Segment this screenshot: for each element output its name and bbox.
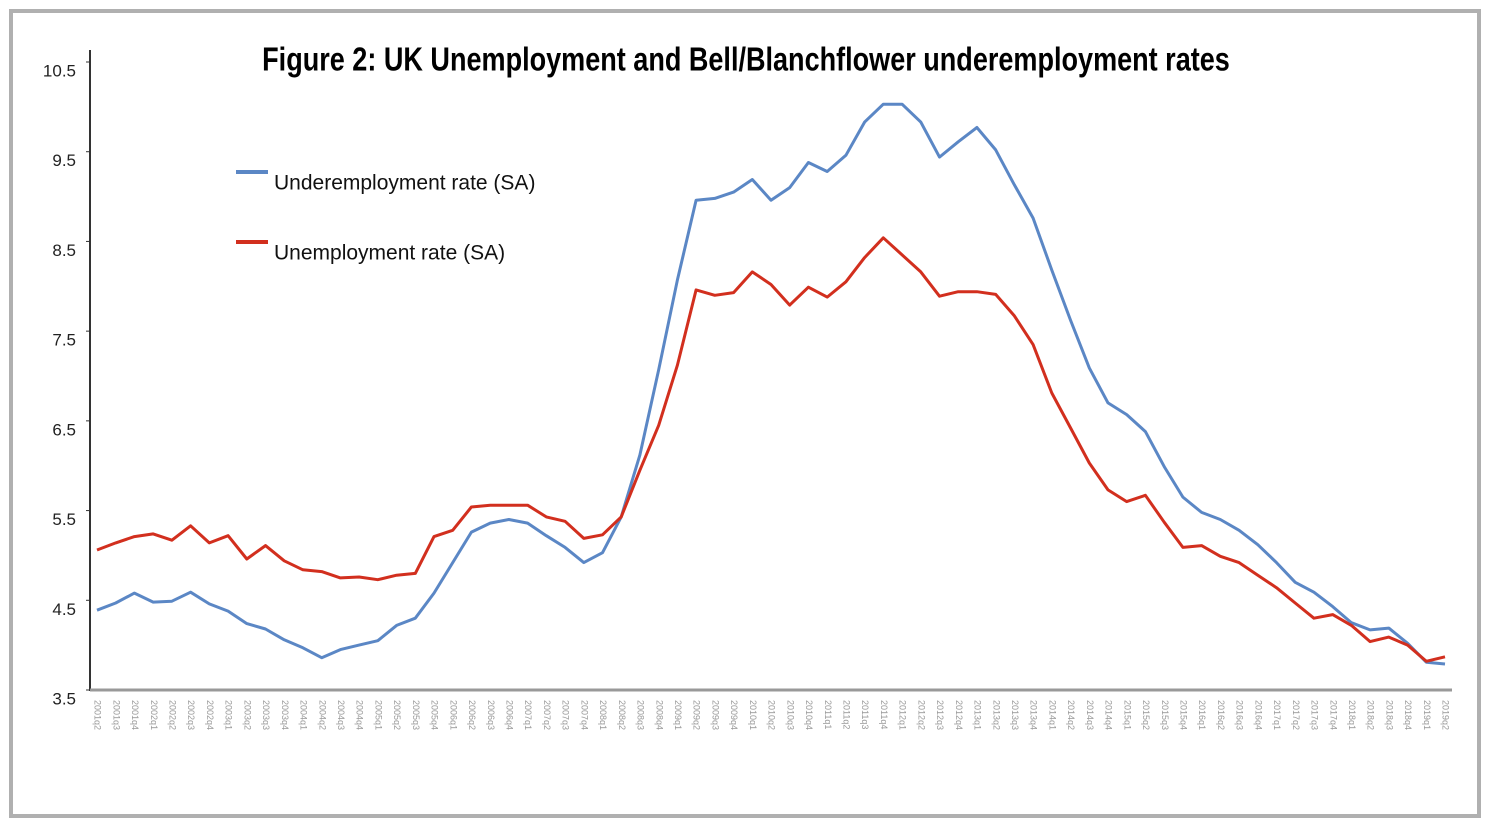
x-tick-label: 2006q3 (486, 700, 496, 730)
x-tick-label: 2004q2 (317, 700, 327, 730)
x-tick-label: 2005q3 (411, 700, 421, 730)
x-tick-label: 2004q3 (336, 700, 346, 730)
x-tick-label: 2004q1 (299, 700, 309, 730)
y-tick-label: 6.5 (52, 420, 76, 439)
x-tick-label: 2001q2 (93, 700, 103, 730)
x-tick-label: 2012q2 (916, 700, 926, 730)
x-tick-label: 2014q3 (1085, 700, 1095, 730)
x-tick-label: 2009q4 (729, 700, 739, 730)
y-tick-label: 10.5 (43, 61, 76, 80)
chart-title: Figure 2: UK Unemployment and Bell/Blanc… (262, 42, 1230, 78)
x-tick-label: 2008q1 (598, 700, 608, 730)
x-tick-label: 2013q4 (1029, 700, 1039, 730)
x-tick-label: 2016q3 (1235, 700, 1245, 730)
x-tick-label: 2005q2 (392, 700, 402, 730)
x-tick-label: 2018q1 (1347, 700, 1357, 730)
x-tick-label: 2007q3 (561, 700, 571, 730)
x-tick-label: 2018q2 (1366, 700, 1376, 730)
x-tick-label: 2006q1 (448, 700, 458, 730)
x-tick-label: 2013q3 (1010, 700, 1020, 730)
x-tick-label: 2016q2 (1216, 700, 1226, 730)
x-tick-label: 2010q3 (785, 700, 795, 730)
x-tick-label: 2010q4 (804, 700, 814, 730)
x-tick-label: 2005q4 (430, 700, 440, 730)
x-tick-label: 2017q3 (1310, 700, 1320, 730)
x-tick-label: 2018q4 (1403, 700, 1413, 730)
x-tick-label: 2019q2 (1441, 700, 1451, 730)
legend-label: Underemployment rate (SA) (274, 172, 535, 195)
series-line (96, 236, 1446, 663)
x-tick-label: 2017q4 (1328, 700, 1338, 730)
x-tick-label: 2007q1 (523, 700, 533, 730)
x-tick-label: 2016q4 (1253, 700, 1263, 730)
frame (9, 9, 1481, 818)
x-tick-label: 2012q3 (935, 700, 945, 730)
x-tick-label: 2001q4 (130, 700, 140, 730)
y-tick-label: 4.5 (52, 600, 76, 619)
x-tick-label: 2014q2 (1066, 700, 1076, 730)
y-tick-label: 9.5 (52, 151, 76, 170)
x-tick-label: 2018q3 (1384, 700, 1394, 730)
x-tick-label: 2004q4 (355, 700, 365, 730)
x-tick-label: 2011q1 (823, 700, 833, 729)
x-tick-label: 2014q4 (1104, 700, 1114, 730)
legend-label: Unemployment rate (SA) (274, 242, 505, 265)
x-tick-label: 2015q4 (1179, 700, 1189, 730)
x-tick-label: 2006q2 (467, 700, 477, 730)
x-tick-label: 2009q1 (673, 700, 683, 730)
x-tick-label: 2015q2 (1141, 700, 1151, 730)
x-tick-label: 2016q1 (1197, 700, 1207, 730)
x-tick-label: 2002q4 (205, 700, 215, 730)
x-tick-label: 2011q3 (860, 700, 870, 729)
x-tick-label: 2008q4 (654, 700, 664, 730)
x-tick-label: 2003q1 (224, 700, 234, 730)
x-tick-label: 2014q1 (1047, 700, 1057, 730)
x-tick-label: 2011q4 (879, 700, 889, 729)
x-tick-label: 2003q2 (242, 700, 252, 730)
x-tick-label: 2017q2 (1291, 700, 1301, 730)
x-tick-label: 2012q1 (898, 700, 908, 730)
y-tick-label: 8.5 (52, 241, 76, 260)
x-tick-label: 2013q2 (991, 700, 1001, 730)
x-tick-label: 2015q3 (1160, 700, 1170, 730)
x-tick-label: 2019q1 (1422, 700, 1432, 730)
x-tick-label: 2015q1 (1122, 700, 1132, 730)
y-tick-label: 3.5 (52, 689, 76, 708)
x-tick-label: 2001q3 (111, 700, 121, 730)
x-tick-label: 2009q2 (692, 700, 702, 730)
x-tick-label: 2009q3 (710, 700, 720, 730)
x-tick-label: 2003q3 (261, 700, 271, 730)
x-tick-label: 2002q3 (186, 700, 196, 730)
x-tick-label: 2017q1 (1272, 700, 1282, 730)
x-tick-label: 2010q1 (748, 700, 758, 730)
y-tick-label: 5.5 (52, 510, 76, 529)
x-tick-label: 2008q3 (636, 700, 646, 730)
x-tick-label: 2005q1 (373, 700, 383, 730)
x-tick-label: 2003q4 (280, 700, 290, 730)
x-tick-label: 2006q4 (505, 700, 515, 730)
x-tick-label: 2002q2 (168, 700, 178, 730)
series-line (96, 102, 1446, 666)
x-tick-label: 2007q2 (542, 700, 552, 730)
y-tick-label: 7.5 (52, 331, 76, 350)
x-tick-label: 2008q2 (617, 700, 627, 730)
x-tick-label: 2002q1 (149, 700, 159, 730)
x-tick-label: 2007q4 (579, 700, 589, 730)
x-tick-label: 2012q4 (954, 700, 964, 730)
x-tick-label: 2011q2 (842, 700, 852, 729)
x-tick-label: 2013q1 (973, 700, 983, 730)
x-tick-label: 2010q2 (767, 700, 777, 730)
